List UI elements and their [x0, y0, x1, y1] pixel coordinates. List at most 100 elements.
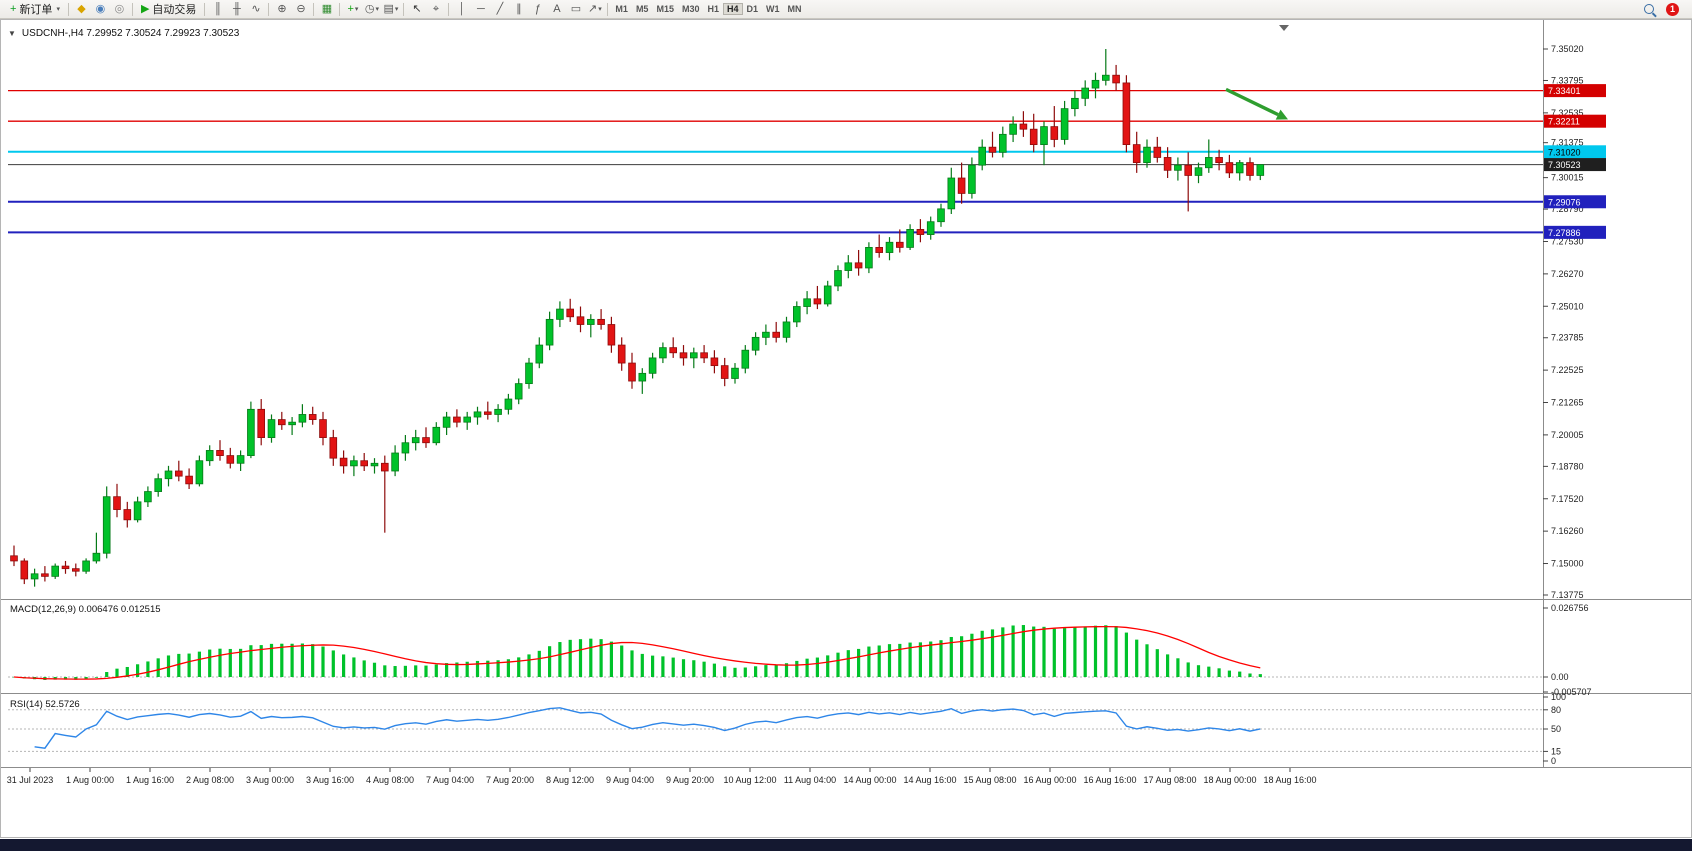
search-icon — [1643, 4, 1654, 14]
vertical-line-icon[interactable]: │ — [452, 1, 471, 17]
candle-body — [1071, 97, 1079, 110]
autotrading-button[interactable]: ▶ 自动交易 — [136, 1, 201, 17]
templates-icon: ▤ — [383, 2, 394, 15]
timeframe-mn-button[interactable]: MN — [787, 4, 802, 14]
candle-body — [504, 398, 513, 410]
price-axis-label: 7.22525 — [1551, 365, 1584, 375]
timeframe-m30-button[interactable]: M30 — [681, 4, 700, 14]
trendline-icon: ╱ — [496, 2, 504, 15]
price-badge-label: 7.31020 — [1548, 147, 1581, 157]
candle-body — [782, 321, 791, 338]
timeframe-m15-button[interactable]: M15 — [656, 4, 674, 14]
candle-body — [999, 133, 1007, 153]
status-bar — [0, 839, 1692, 851]
templates-icon[interactable]: ▤ ▾ — [381, 1, 400, 17]
timeframe-m1-button[interactable]: M1 — [615, 4, 628, 14]
trendline-icon[interactable]: ╱ — [490, 1, 509, 17]
fibonacci-icon: ƒ — [534, 2, 541, 15]
rsi-axis-label: 50 — [1551, 724, 1561, 734]
candle-body — [1143, 146, 1151, 163]
candle-body — [906, 229, 914, 248]
collapse-icon[interactable]: ▼ — [8, 29, 16, 38]
fibonacci-icon[interactable]: ƒ — [528, 1, 547, 17]
chart-shift-marker[interactable] — [1279, 25, 1289, 31]
time-axis-label: 31 Jul 2023 — [7, 775, 54, 785]
macd-signal-line — [13, 626, 1261, 680]
crosshair-icon[interactable]: ⌖ — [426, 1, 445, 17]
timeframe-m5-button[interactable]: M5 — [635, 4, 649, 14]
price-badge-label: 7.27886 — [1548, 228, 1581, 238]
indicators-icon[interactable]: + ▾ — [343, 1, 362, 17]
candle-body — [432, 426, 441, 444]
zoom-in-icon[interactable]: ⊕ — [272, 1, 291, 17]
bar-chart-icon[interactable]: ║ — [208, 1, 227, 17]
macd-indicator-label: MACD(12,26,9) 0.006476 0.012515 — [10, 604, 161, 615]
candle-body — [154, 478, 163, 492]
cursor-icon: ↖ — [412, 2, 422, 15]
candle-body — [844, 262, 853, 271]
toolbar-separator — [607, 2, 609, 16]
line-chart-icon[interactable]: ∿ — [246, 1, 265, 17]
new-order-button[interactable]: + 新订单 ▾ — [5, 1, 65, 17]
candle-body — [329, 437, 338, 459]
candle-body — [1091, 79, 1100, 89]
candle-body — [1256, 164, 1265, 176]
timeframe-w1-button[interactable]: W1 — [766, 4, 780, 14]
arrows-icon[interactable]: ↗ ▾ — [585, 1, 604, 17]
candle-body — [30, 573, 39, 580]
notification-badge[interactable]: 1 — [1666, 2, 1679, 16]
channel-icon[interactable]: ∥ — [509, 1, 528, 17]
candle-body — [494, 408, 502, 415]
periods-icon[interactable]: ◷ ▾ — [362, 1, 381, 17]
candle-body — [988, 146, 997, 153]
trend-arrow-annotation[interactable] — [1225, 87, 1288, 120]
time-axis-label: 14 Aug 16:00 — [903, 775, 956, 785]
candle-body — [205, 450, 214, 462]
candle-body — [267, 419, 276, 438]
candle-body — [947, 177, 956, 210]
candle-body — [1205, 157, 1213, 169]
metaeditor-icon[interactable]: ◆ — [72, 1, 91, 17]
zoom-out-icon[interactable]: ⊖ — [291, 1, 310, 17]
search-button[interactable] — [1639, 1, 1658, 17]
candle-body — [1102, 74, 1110, 81]
candle-body — [762, 331, 770, 338]
price-axis-label: 7.28790 — [1551, 204, 1584, 214]
horizontal-line-icon[interactable]: ─ — [471, 1, 490, 17]
caret-down-icon: ▾ — [375, 5, 379, 13]
candle-body — [1050, 126, 1059, 140]
price-axis-label: 7.30015 — [1551, 173, 1584, 183]
candle-body — [164, 470, 173, 480]
macd-axis-label: 0.026756 — [1551, 603, 1589, 613]
candle-body — [216, 450, 224, 456]
price-badge — [1544, 145, 1606, 159]
chart-area[interactable]: 7.35020 7.33795 7.32535 7.31375 7.30015 7.287… — [0, 19, 1692, 839]
candle-body — [401, 442, 410, 454]
zoom-out-icon: ⊖ — [296, 2, 306, 15]
indicators-icon: + — [347, 2, 354, 15]
candle-body — [1112, 74, 1120, 84]
rsi-indicator-label: RSI(14) 52.5726 — [10, 699, 80, 710]
community-icon[interactable]: ◉ — [91, 1, 110, 17]
time-axis-label: 7 Aug 04:00 — [426, 775, 474, 785]
candle-body — [350, 460, 358, 467]
cursor-icon[interactable]: ↖ — [407, 1, 426, 17]
tile-windows-icon[interactable]: ▦ — [317, 1, 336, 17]
label-icon[interactable]: ▭ — [566, 1, 585, 17]
candle-body — [937, 208, 945, 223]
candle-body — [1081, 87, 1090, 99]
support-icon[interactable]: ◎ — [110, 1, 129, 17]
candle-body — [1235, 162, 1244, 174]
timeframe-h1-button[interactable]: H1 — [707, 4, 719, 14]
timeframe-d1-button[interactable]: D1 — [746, 4, 759, 14]
candlestick-chart-icon[interactable]: ╫ — [227, 1, 246, 17]
macd-histogram — [12, 625, 1262, 680]
time-axis-label: 8 Aug 12:00 — [546, 775, 594, 785]
rsi-axis-label: 100 — [1551, 692, 1566, 702]
price-badge-label: 7.30523 — [1548, 160, 1581, 170]
toolbar-separator — [448, 2, 450, 16]
time-axis-label: 16 Aug 00:00 — [1023, 775, 1076, 785]
text-icon[interactable]: A — [547, 1, 566, 17]
candle-body — [473, 411, 482, 418]
timeframe-h4-button[interactable]: H4 — [723, 3, 743, 15]
